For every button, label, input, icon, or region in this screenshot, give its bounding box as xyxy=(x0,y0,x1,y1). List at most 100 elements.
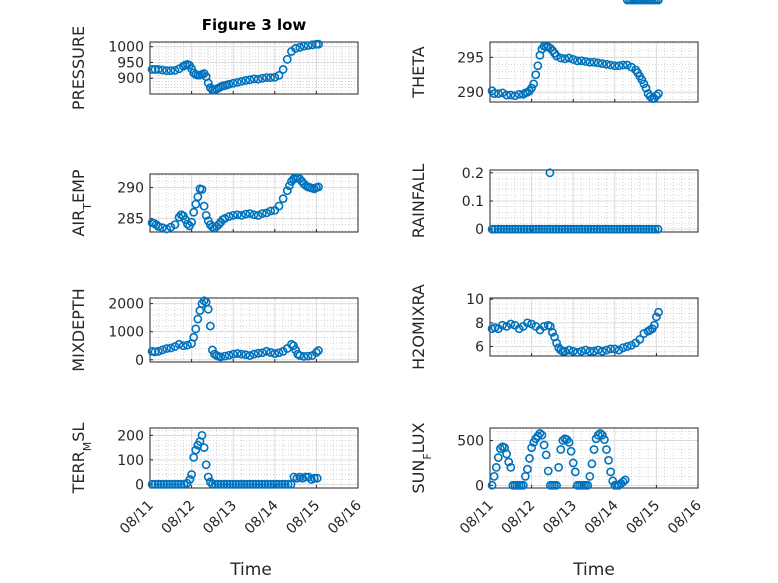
data-point xyxy=(224,350,234,360)
data-point xyxy=(277,479,287,489)
y-axis-label: PRESSURE xyxy=(69,26,88,110)
data-point xyxy=(502,90,512,100)
data-point xyxy=(173,479,183,489)
data-point xyxy=(602,445,611,454)
data-point xyxy=(564,345,574,355)
data-point xyxy=(262,346,271,356)
data-point xyxy=(636,224,645,234)
data-point xyxy=(266,206,276,216)
data-point xyxy=(621,224,631,234)
data-point xyxy=(654,0,663,5)
data-point xyxy=(314,346,323,355)
data-point xyxy=(228,78,238,88)
data-point xyxy=(241,350,251,360)
data-point xyxy=(253,74,263,84)
data-point xyxy=(548,327,557,337)
axes-box xyxy=(149,427,359,489)
data-point xyxy=(572,56,582,66)
data-point xyxy=(572,348,582,357)
data-point xyxy=(587,459,597,469)
data-point xyxy=(307,40,317,50)
data-point xyxy=(641,83,651,93)
data-point xyxy=(156,479,166,489)
x-tick-label: 08/15 xyxy=(623,498,663,538)
x-axis-label-left: Time xyxy=(229,560,272,580)
data-point xyxy=(566,446,576,456)
data-point xyxy=(580,224,590,234)
data-point xyxy=(545,168,555,178)
data-point xyxy=(543,466,553,476)
data-point xyxy=(153,479,163,489)
data-point xyxy=(563,224,573,234)
data-point xyxy=(568,458,578,468)
data-point xyxy=(245,209,255,218)
y-tick-label: 0.2 xyxy=(462,166,484,182)
data-point xyxy=(622,60,632,70)
data-point xyxy=(487,480,497,490)
data-point xyxy=(489,471,499,481)
data-point xyxy=(589,346,599,356)
data-point xyxy=(245,75,255,85)
x-tick-label: 08/11 xyxy=(457,498,497,538)
data-point xyxy=(205,477,215,487)
data-point xyxy=(232,349,242,358)
data-point xyxy=(645,92,655,101)
data-point xyxy=(533,61,543,71)
data-point xyxy=(597,430,607,440)
data-point xyxy=(652,312,661,322)
data-point xyxy=(278,65,288,74)
y-axis-label: THETA xyxy=(409,46,428,98)
data-point xyxy=(170,65,180,75)
data-point xyxy=(191,324,201,334)
data-point xyxy=(635,335,645,344)
data-point xyxy=(642,224,651,234)
data-point xyxy=(228,210,238,220)
y-tick-label: 900 xyxy=(117,71,144,87)
axes-box xyxy=(149,297,359,363)
y-tick-label: 0 xyxy=(475,478,484,494)
data-point xyxy=(170,220,180,229)
data-point xyxy=(493,453,503,462)
data-point xyxy=(228,349,238,359)
data-point xyxy=(269,479,278,489)
data-point xyxy=(220,351,230,361)
data-point xyxy=(586,224,596,234)
y-tick-label: 2000 xyxy=(108,297,144,313)
data-point xyxy=(510,91,520,101)
data-point xyxy=(314,182,323,192)
data-point xyxy=(527,83,536,93)
data-point xyxy=(506,463,516,472)
data-point xyxy=(187,217,196,227)
data-point xyxy=(257,73,267,83)
data-point xyxy=(176,479,186,489)
data-point xyxy=(601,224,611,234)
data-point xyxy=(207,479,217,489)
data-point xyxy=(593,345,603,355)
data-point xyxy=(496,224,506,234)
data-point xyxy=(531,70,541,80)
data-point xyxy=(282,54,292,64)
data-point xyxy=(282,186,292,196)
data-point xyxy=(260,479,270,489)
data-point xyxy=(234,479,244,489)
data-point xyxy=(312,473,322,483)
y-tick-label: 295 xyxy=(457,50,484,66)
data-point xyxy=(615,224,625,234)
data-point xyxy=(263,479,273,489)
y-tick-label: 0 xyxy=(135,353,144,369)
data-point xyxy=(499,224,509,234)
data-point xyxy=(262,73,271,83)
figure-title: Figure 3 low xyxy=(202,16,307,34)
axes-3: 285 290 AIRTEMP xyxy=(69,169,359,237)
data-point xyxy=(491,463,501,472)
x-tick-label: 08/12 xyxy=(159,498,199,538)
data-point xyxy=(552,338,561,348)
data-point xyxy=(650,224,660,234)
axes-box xyxy=(489,41,699,103)
data-point xyxy=(166,66,176,76)
data-point xyxy=(219,479,229,489)
y-tick-label: 950 xyxy=(117,55,144,71)
data-point xyxy=(185,475,195,484)
data-point xyxy=(604,455,613,465)
data-point xyxy=(162,479,172,489)
